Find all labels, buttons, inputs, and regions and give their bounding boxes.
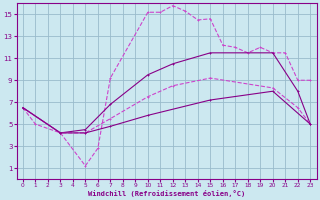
X-axis label: Windchill (Refroidissement éolien,°C): Windchill (Refroidissement éolien,°C) xyxy=(88,190,245,197)
